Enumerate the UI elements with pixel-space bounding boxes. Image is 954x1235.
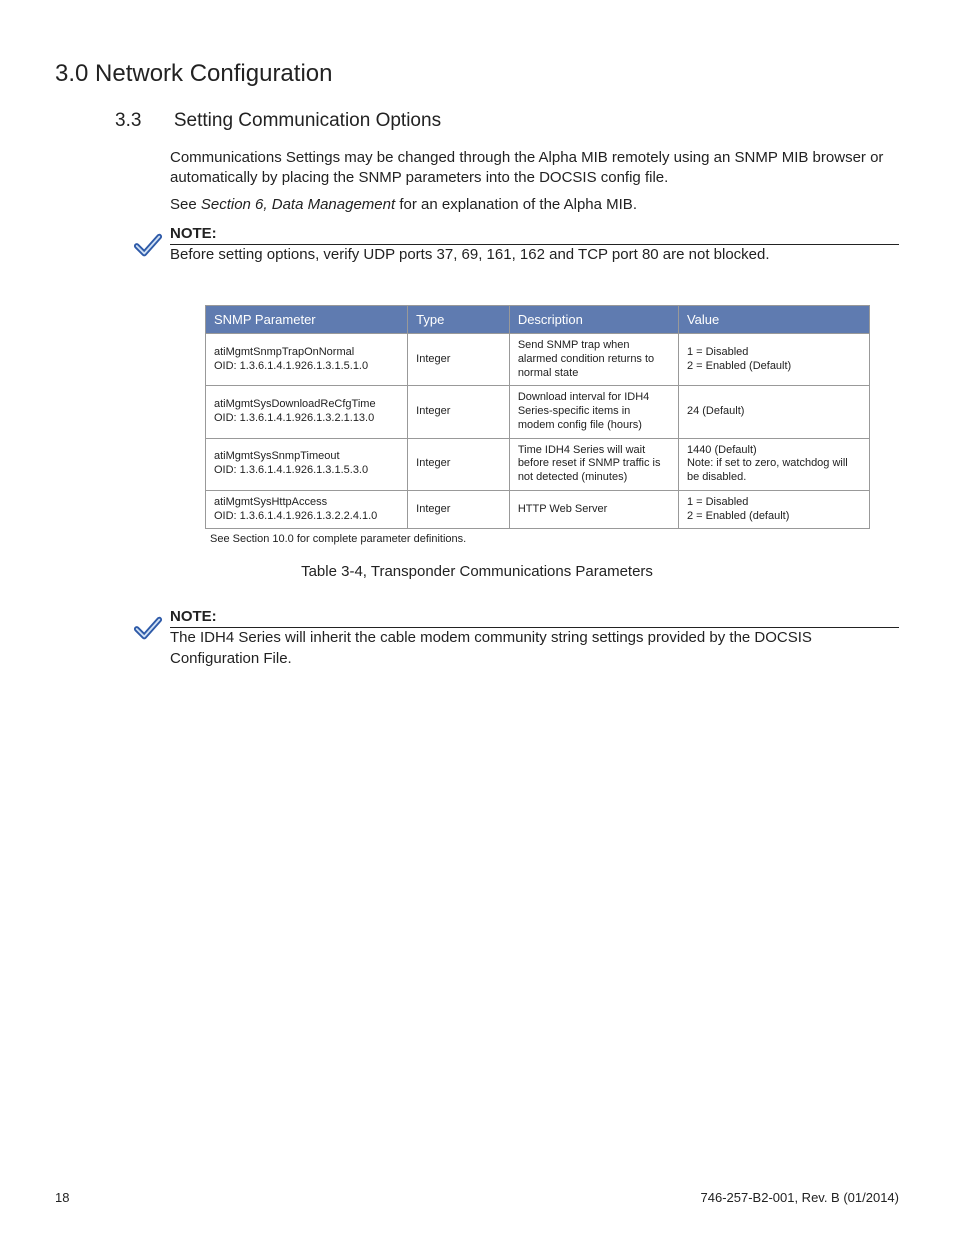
table-row: atiMgmtSysDownloadReCfgTime OID: 1.3.6.1…: [206, 386, 870, 438]
note-2-body: The IDH4 Series will inherit the cable m…: [170, 628, 899, 669]
note-1-label: NOTE:: [170, 225, 899, 242]
cell-description: HTTP Web Server: [509, 490, 678, 529]
param-oid: OID: 1.3.6.1.4.1.926.1.3.1.5.1.0: [214, 360, 399, 374]
footer-page-number: 18: [55, 1190, 69, 1205]
param-oid: OID: 1.3.6.1.4.1.926.1.3.1.5.3.0: [214, 464, 399, 478]
cell-parameter: atiMgmtSysHttpAccess OID: 1.3.6.1.4.1.92…: [206, 490, 408, 529]
note-1: NOTE: Before setting options, verify UDP…: [55, 225, 899, 265]
cell-description: Download interval for IDH4 Series-specif…: [509, 386, 678, 438]
chapter-title: 3.0 Network Configuration: [55, 60, 899, 88]
param-oid: OID: 1.3.6.1.4.1.926.1.3.2.2.4.1.0: [214, 510, 399, 524]
cell-parameter: atiMgmtSysDownloadReCfgTime OID: 1.3.6.1…: [206, 386, 408, 438]
cell-parameter: atiMgmtSysSnmpTimeout OID: 1.3.6.1.4.1.9…: [206, 438, 408, 490]
param-name: atiMgmtSysSnmpTimeout: [214, 450, 399, 464]
cell-description: Send SNMP trap when alarmed condition re…: [509, 334, 678, 386]
page-footer: 18 746-257-B2-001, Rev. B (01/2014): [55, 1190, 899, 1205]
table-header-row: SNMP Parameter Type Description Value: [206, 306, 870, 334]
table-row: atiMgmtSysHttpAccess OID: 1.3.6.1.4.1.92…: [206, 490, 870, 529]
table-row: atiMgmtSysSnmpTimeout OID: 1.3.6.1.4.1.9…: [206, 438, 870, 490]
cell-type: Integer: [408, 334, 510, 386]
cell-type: Integer: [408, 386, 510, 438]
intro-paragraph-2: See Section 6, Data Management for an ex…: [170, 195, 899, 215]
cell-value: 1440 (Default)Note: if set to zero, watc…: [678, 438, 869, 490]
intro-see-em: Section 6, Data Management: [201, 196, 395, 213]
page: 3.0 Network Configuration 3.3 Setting Co…: [0, 0, 954, 1235]
param-name: atiMgmtSnmpTrapOnNormal: [214, 346, 399, 360]
param-oid: OID: 1.3.6.1.4.1.926.1.3.2.1.13.0: [214, 412, 399, 426]
col-header-type: Type: [408, 306, 510, 334]
checkmark-icon: [133, 614, 163, 644]
param-name: atiMgmtSysHttpAccess: [214, 496, 399, 510]
snmp-parameters-table: SNMP Parameter Type Description Value at…: [205, 305, 870, 529]
cell-value: 1 = Disabled2 = Enabled (Default): [678, 334, 869, 386]
param-name: atiMgmtSysDownloadReCfgTime: [214, 398, 399, 412]
table-row: atiMgmtSnmpTrapOnNormal OID: 1.3.6.1.4.1…: [206, 334, 870, 386]
cell-type: Integer: [408, 490, 510, 529]
cell-value: 24 (Default): [678, 386, 869, 438]
intro-see-suffix: for an explanation of the Alpha MIB.: [395, 196, 637, 213]
table-caption: Table 3-4, Transponder Communications Pa…: [55, 563, 899, 580]
footer-doc-id: 746-257-B2-001, Rev. B (01/2014): [701, 1190, 900, 1205]
note-2: NOTE: The IDH4 Series will inherit the c…: [55, 608, 899, 669]
cell-type: Integer: [408, 438, 510, 490]
cell-description: Time IDH4 Series will wait before reset …: [509, 438, 678, 490]
checkmark-icon: [133, 231, 163, 261]
intro-see-prefix: See: [170, 196, 201, 213]
note-2-label: NOTE:: [170, 608, 899, 625]
note-1-body: Before setting options, verify UDP ports…: [170, 245, 899, 265]
section-number: 3.3: [115, 110, 141, 132]
cell-value: 1 = Disabled2 = Enabled (default): [678, 490, 869, 529]
section-title: Setting Communication Options: [174, 110, 441, 132]
col-header-parameter: SNMP Parameter: [206, 306, 408, 334]
intro-paragraph-1: Communications Settings may be changed t…: [170, 148, 899, 189]
col-header-value: Value: [678, 306, 869, 334]
section-header: 3.3 Setting Communication Options: [115, 110, 899, 132]
table-footnote: See Section 10.0 for complete parameter …: [210, 533, 899, 545]
cell-parameter: atiMgmtSnmpTrapOnNormal OID: 1.3.6.1.4.1…: [206, 334, 408, 386]
col-header-description: Description: [509, 306, 678, 334]
